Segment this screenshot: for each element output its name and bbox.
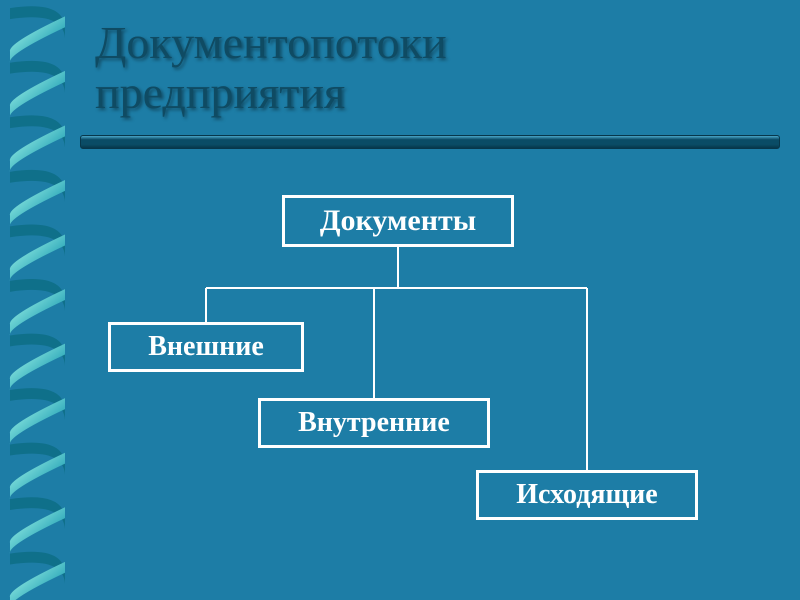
tree-node-n2: Внутренние bbox=[258, 398, 490, 448]
slide: Документопотоки предприятия ДокументыВне… bbox=[0, 0, 800, 600]
tree-node-n3: Исходящие bbox=[476, 470, 698, 520]
tree-node-root: Документы bbox=[282, 195, 514, 247]
tree-node-n1: Внешние bbox=[108, 322, 304, 372]
